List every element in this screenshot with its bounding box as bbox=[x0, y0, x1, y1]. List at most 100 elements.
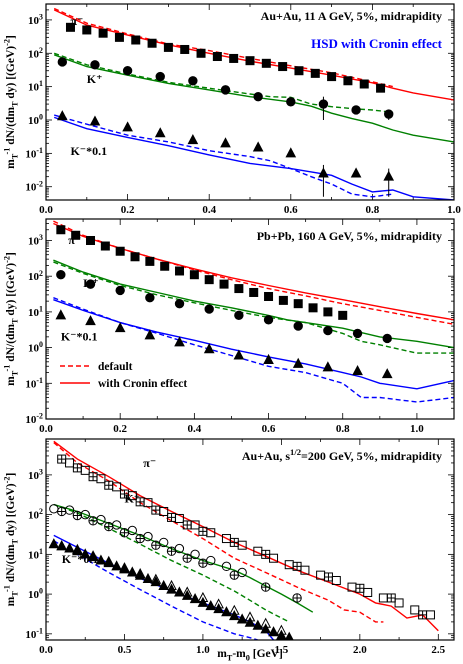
circle-marker bbox=[135, 533, 145, 544]
square-marker bbox=[323, 307, 333, 317]
circle-cross-marker bbox=[151, 541, 160, 550]
triangle-marker bbox=[56, 540, 68, 551]
square-marker bbox=[338, 310, 348, 320]
square-cross-marker bbox=[355, 584, 364, 593]
x-tick-label: 0.2 bbox=[121, 204, 135, 216]
circle-marker bbox=[384, 109, 394, 119]
square-marker bbox=[100, 241, 110, 251]
x-tick-label: 0.4 bbox=[187, 423, 201, 435]
square-cross-marker bbox=[418, 610, 427, 619]
circle-marker bbox=[382, 333, 392, 344]
y-tick-label: 101 bbox=[28, 79, 43, 93]
square-marker bbox=[234, 284, 244, 294]
x-tick-label: 0.4 bbox=[202, 204, 216, 216]
triangle-marker bbox=[181, 589, 193, 600]
square-marker bbox=[425, 610, 435, 620]
circle-marker bbox=[351, 105, 361, 115]
x-tick-label: 0.0 bbox=[39, 204, 53, 216]
triangle-marker bbox=[79, 548, 91, 559]
square-marker bbox=[343, 76, 353, 86]
circle-cross-marker bbox=[261, 583, 270, 592]
square-cross-marker bbox=[387, 593, 396, 602]
circle-marker bbox=[119, 528, 130, 538]
circle-marker bbox=[49, 504, 59, 514]
y-tick-label: 10-1 bbox=[25, 376, 43, 390]
triangle-marker bbox=[103, 557, 115, 568]
circle-marker bbox=[85, 279, 96, 289]
square-marker bbox=[196, 48, 206, 58]
y-tick-label: 103 bbox=[28, 13, 43, 27]
square-marker bbox=[130, 252, 140, 262]
x-axis-label: mT-m0 [GeV] bbox=[217, 648, 283, 662]
triangle-marker bbox=[48, 538, 60, 549]
triangle-marker bbox=[72, 543, 83, 554]
triangle-marker bbox=[381, 368, 393, 379]
series-label: π⁻ bbox=[143, 456, 156, 470]
series-label: K⁺ bbox=[87, 72, 103, 86]
circle-marker bbox=[166, 546, 177, 556]
series-label: K⁺ bbox=[124, 492, 140, 506]
square-marker bbox=[180, 44, 190, 54]
panel-title: Au+Au, 11 A GeV, 5%, midrapidity bbox=[261, 9, 442, 23]
triangle-marker bbox=[122, 121, 133, 132]
square-marker bbox=[363, 587, 373, 597]
circle-marker bbox=[151, 540, 161, 550]
triangle-marker bbox=[252, 141, 264, 152]
circle-cross-marker bbox=[167, 547, 176, 556]
y-axis-label: mT-1 dN/(dmT dy) [(GeV)-2] bbox=[2, 252, 19, 386]
circle-marker bbox=[56, 270, 66, 280]
triangle-marker bbox=[244, 611, 256, 622]
panel-au-au-11-agev: 0.0 0.2 0.4 0.6 0.8 1.0 10-2 10-1 100 101 102 103 π⁻… bbox=[2, 3, 461, 216]
triangle-marker bbox=[154, 127, 166, 138]
circle-marker bbox=[127, 525, 138, 536]
square-cross-marker bbox=[120, 490, 129, 499]
triangle-marker bbox=[181, 586, 193, 597]
triangle-marker bbox=[220, 137, 231, 148]
triangle-marker bbox=[111, 560, 122, 571]
square-marker bbox=[71, 230, 81, 240]
panel-title: Pb+Pb, 160 A GeV, 5%, midrapidity bbox=[257, 229, 442, 243]
triangle-marker bbox=[352, 365, 363, 376]
circle-marker bbox=[221, 561, 232, 572]
panel-subtitle: HSD with Cronin effect bbox=[311, 36, 443, 51]
series-label: K⁻*0.1 bbox=[70, 144, 107, 158]
circle-marker bbox=[292, 593, 302, 603]
curve-Kstar-default bbox=[54, 114, 393, 198]
circle-marker bbox=[229, 570, 240, 580]
curve-K-cronin bbox=[53, 259, 454, 349]
square-marker bbox=[278, 62, 288, 72]
triangle-marker bbox=[292, 357, 304, 368]
square-cross-marker bbox=[198, 527, 207, 536]
triangle-marker bbox=[134, 567, 146, 579]
legend-label: default bbox=[98, 361, 133, 373]
x-tick-label: 0.5 bbox=[118, 644, 132, 656]
square-marker bbox=[131, 35, 141, 45]
circle-cross-marker bbox=[57, 507, 66, 516]
square-marker bbox=[264, 291, 274, 301]
circle-marker bbox=[188, 76, 198, 86]
triangle-marker bbox=[350, 167, 362, 178]
x-tick-label: 1.0 bbox=[447, 204, 461, 216]
square-marker bbox=[327, 72, 337, 82]
square-marker bbox=[98, 28, 108, 38]
triangle-marker bbox=[276, 624, 287, 635]
circle-cross-marker bbox=[198, 559, 207, 568]
circle-cross-marker bbox=[136, 534, 145, 543]
plot-frame bbox=[45, 218, 455, 420]
triangle-marker bbox=[284, 631, 294, 640]
y-tick-label: 100 bbox=[28, 113, 43, 127]
circle-marker bbox=[88, 516, 98, 526]
square-marker bbox=[376, 83, 386, 93]
triangle-marker bbox=[244, 616, 256, 627]
panel-au-au-200-gev: 0.0 0.5 1.0 1.5 2.0 2.5 10-1 100 101 102 103 π⁻ K⁺ K⁻… bbox=[2, 438, 455, 656]
circle-marker bbox=[155, 71, 165, 82]
curves bbox=[53, 220, 454, 403]
y-tick-label: 10-2 bbox=[25, 179, 43, 193]
circle-marker bbox=[104, 521, 114, 532]
circle-marker bbox=[198, 558, 208, 568]
triangle-marker bbox=[221, 606, 232, 617]
circle-marker bbox=[293, 321, 303, 331]
curve-pi-cronin bbox=[53, 9, 454, 101]
x-tick-label: 0.2 bbox=[113, 423, 127, 435]
